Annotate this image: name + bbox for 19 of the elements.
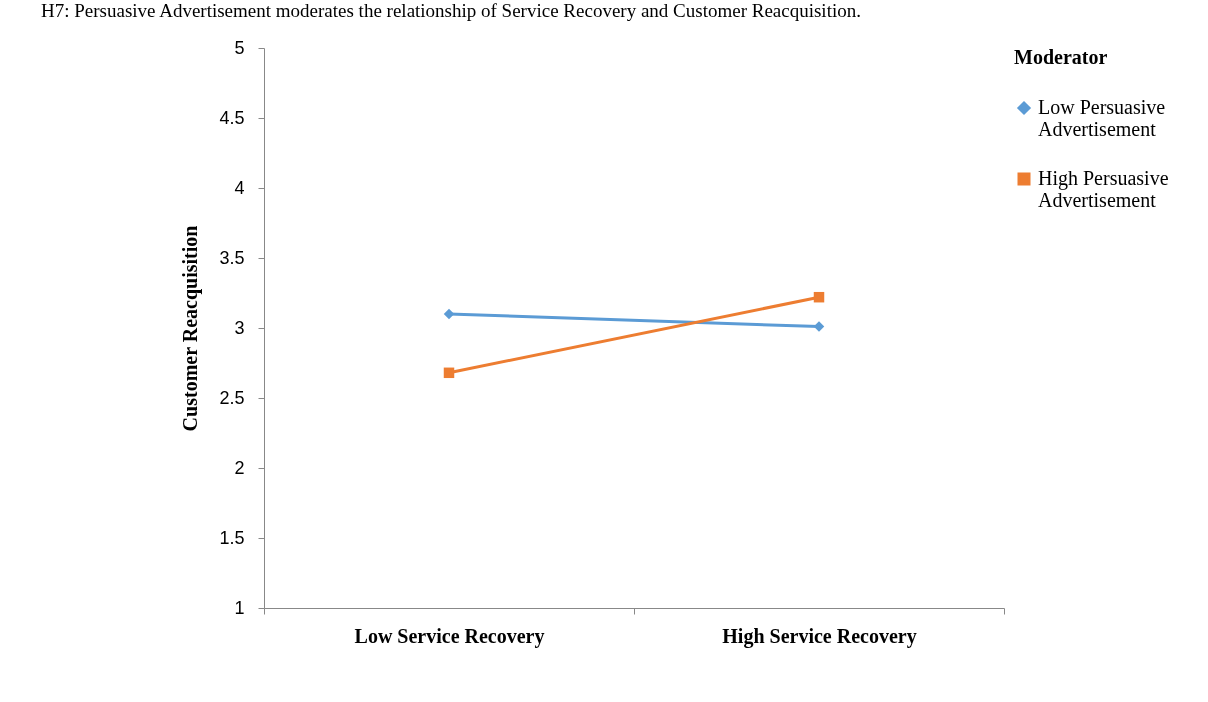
legend-label: Low Persuasive Advertisement [1038,96,1166,140]
y-tick-label: 4.5 [219,107,245,128]
point [813,321,825,332]
x-tick-label: Low Service Recovery [354,624,545,648]
y-tick-label: 1.5 [219,527,245,548]
y-tick-label: 5 [234,37,245,58]
y-tick-label: 4 [234,177,245,198]
legend-title: Moderator [1014,46,1108,68]
legend-label: High Persuasive Advertisement [1038,167,1169,211]
y-tick-label: 3.5 [219,247,245,268]
x-tick-label: High Service Recovery [722,624,917,648]
y-tick-label: 2 [234,457,245,478]
y-tick-label: 3 [234,317,245,338]
y-axis-title: Customer Reacquisition [179,225,203,432]
point [443,367,455,379]
y-tick-label: 1 [234,597,245,618]
point [813,291,825,303]
y-tick-label: 2.5 [219,387,245,408]
chart-title: H7: Persuasive Advertisement moderates the relationship of Service Recovery and Customer Reacquisition. [40,0,861,21]
